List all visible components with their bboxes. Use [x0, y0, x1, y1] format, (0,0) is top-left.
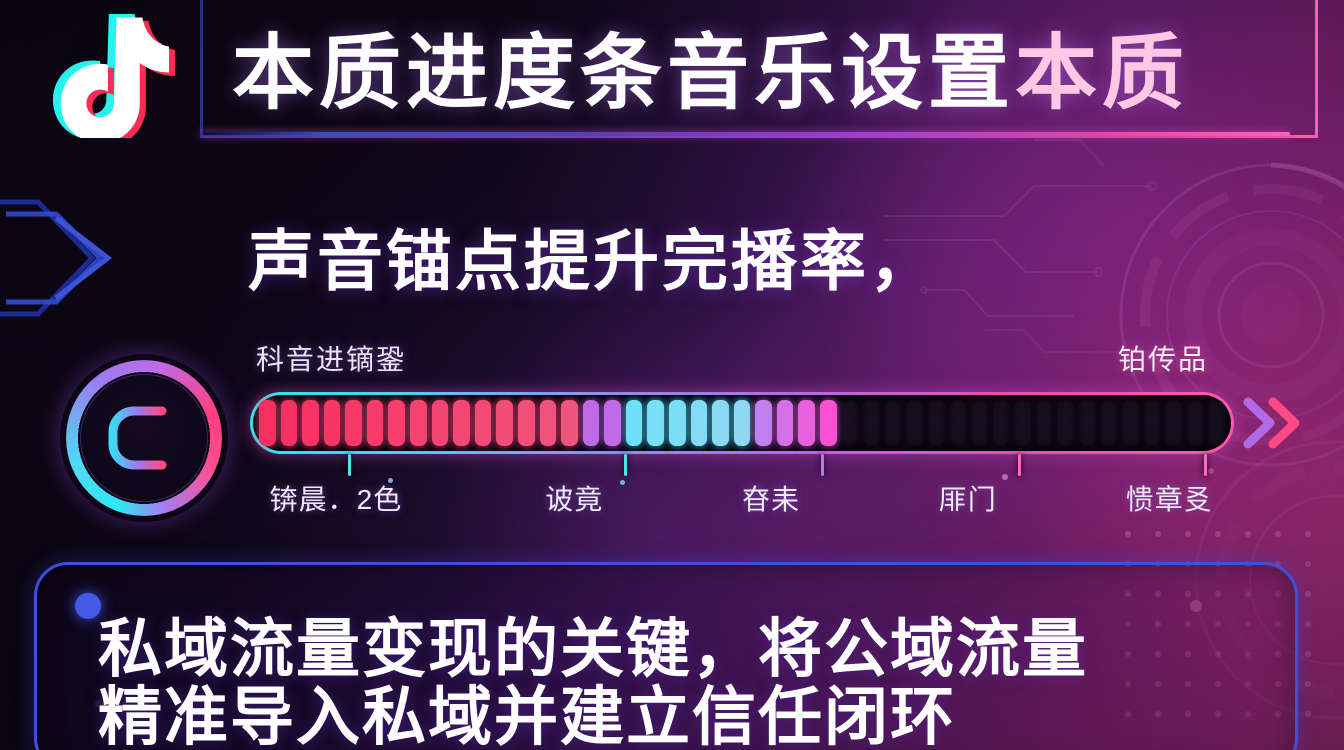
progress-segment	[906, 400, 923, 446]
progress-segment	[992, 400, 1010, 446]
progress-segment	[841, 400, 859, 446]
progress-segment	[604, 400, 621, 446]
hud-ring-decor-icon	[1119, 162, 1344, 467]
progress-segment	[1143, 400, 1161, 446]
progress-segment	[647, 400, 664, 446]
page-title-accent: 本质	[1015, 28, 1190, 119]
progress-tick	[1204, 454, 1208, 476]
title-frame-border	[200, 0, 1318, 138]
progress-tick-labels: 锛晨．2色 诐竟 昚耒 厞门 愦章㕛	[0, 478, 1344, 518]
tiktok-logo	[52, 14, 176, 138]
bar-label-left: 科音进镝銎	[256, 344, 407, 375]
progress-segment	[1165, 400, 1182, 446]
progress-segment	[410, 400, 427, 446]
progress-segment	[561, 400, 578, 446]
progress-segment	[927, 400, 945, 446]
progress-tick	[623, 454, 627, 476]
sparkle-dot	[1002, 474, 1008, 480]
progress-segment	[863, 400, 880, 446]
progress-segment	[755, 400, 772, 446]
progress-segment	[668, 400, 686, 446]
sparkle-dot	[1208, 468, 1214, 474]
progress-segment	[474, 400, 492, 446]
progress-tick	[348, 454, 352, 476]
bottom-card-line: 私域流量变现的关键，将公域流量	[98, 613, 1088, 685]
progress-tick-label: 厞门	[938, 484, 997, 515]
progress-segment	[431, 400, 449, 446]
sparkle-dot	[388, 478, 393, 483]
sparkle-dot	[620, 480, 625, 485]
progress-segment	[733, 400, 751, 446]
progress-segment	[690, 400, 708, 446]
progress-segment	[949, 400, 967, 446]
double-chevron-right-icon[interactable]	[1240, 394, 1302, 452]
progress-segment	[517, 400, 535, 446]
bottom-card	[34, 562, 1298, 750]
circuit-trace-decor-icon	[884, 139, 1184, 353]
progress-segment	[1186, 400, 1204, 446]
header: 本质进度条音乐设置本质	[0, 0, 1344, 138]
progress-tick-label: 诐竟	[545, 484, 604, 515]
progress-segment	[1122, 400, 1139, 446]
bar-label-right: 铂传品	[1117, 344, 1208, 375]
equalizer-glyph-icon	[108, 406, 183, 470]
progress-tick-label: 昚耒	[742, 484, 801, 515]
progress-tick	[820, 454, 824, 476]
progress-segment	[280, 400, 298, 446]
progress-segment	[388, 400, 406, 446]
bottom-card-text: 私域流量变现的关键，将公域流量 精准导入私域并建立信任闭环	[98, 613, 1278, 750]
progress-segment	[1014, 400, 1031, 446]
progress-segment	[712, 400, 729, 446]
progress-segment	[345, 400, 362, 446]
progress-segment	[1208, 400, 1226, 446]
progress-segment	[259, 400, 276, 446]
progress-module: 科音进镝銎 铂传品 锛晨．2色 诐竟 昚耒 厞门 愦章㕛	[0, 336, 1344, 536]
progress-segment	[776, 400, 794, 446]
progress-segment	[971, 400, 988, 446]
progress-tick-label: 愦章㕛	[1125, 484, 1213, 515]
left-chevron-decor-icon	[0, 199, 113, 317]
progress-segment	[1057, 400, 1074, 446]
progress-segment	[453, 400, 470, 446]
progress-tick-marks	[250, 454, 1234, 480]
progress-bar[interactable]	[250, 392, 1234, 454]
progress-segment	[625, 400, 643, 446]
progress-segment	[884, 400, 902, 446]
progress-segment	[1078, 400, 1096, 446]
progress-segment	[798, 400, 816, 446]
progress-segment	[496, 400, 513, 446]
progress-tick	[1017, 454, 1021, 476]
progress-segment	[323, 400, 341, 446]
bottom-card-line: 精准导入私域并建立信任闭环	[98, 680, 956, 750]
progress-segment	[302, 400, 319, 446]
progress-segment	[1035, 400, 1053, 446]
progress-segment	[539, 400, 557, 446]
title-underline	[200, 132, 1290, 136]
progress-segments	[259, 400, 1226, 446]
inner-ring	[80, 374, 208, 502]
accent-dot	[75, 593, 101, 619]
progress-segment	[1100, 400, 1118, 446]
equalizer-circle-icon[interactable]	[60, 354, 228, 522]
page-title-main: 本质进度条音乐设置	[232, 28, 1016, 119]
page-title: 本质进度条音乐设置本质	[232, 6, 1189, 125]
subtitle: 声音锚点提升完播率，	[248, 224, 938, 298]
progress-tick-label: 锛晨．2色	[269, 484, 403, 515]
progress-segment	[820, 400, 837, 446]
progress-segment	[366, 400, 384, 446]
progress-segment	[582, 400, 600, 446]
